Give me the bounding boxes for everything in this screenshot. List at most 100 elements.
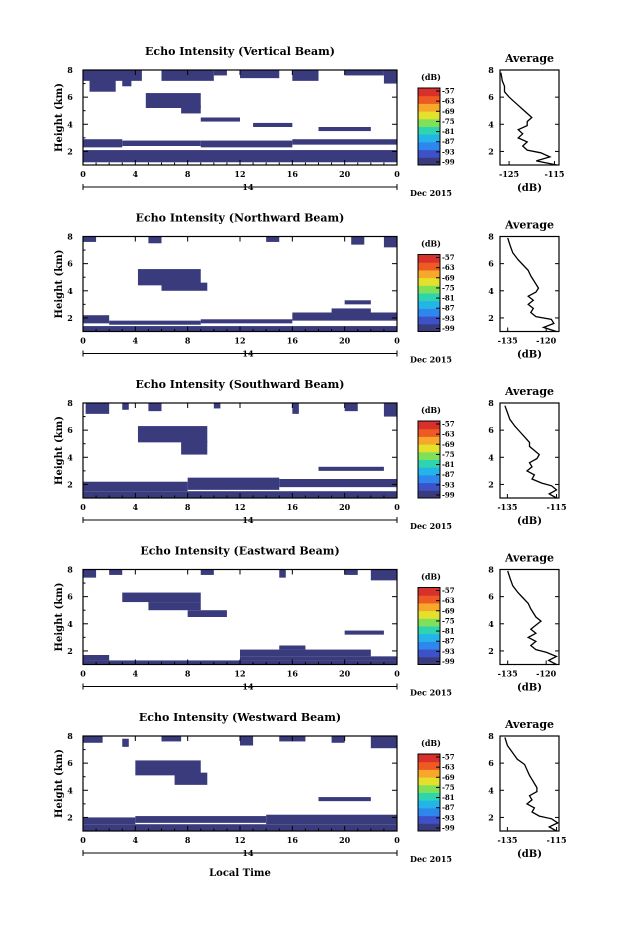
heatmap-cell bbox=[148, 236, 162, 244]
heatmap-cell bbox=[213, 403, 221, 409]
colorbar-tick-label: -99 bbox=[442, 824, 455, 833]
x-tick-label: 12 bbox=[234, 669, 245, 679]
heatmap-cell bbox=[292, 403, 299, 414]
average-y-tick-label: 4 bbox=[488, 619, 494, 629]
colorbar-segment bbox=[418, 641, 440, 650]
y-tick-label: 2 bbox=[67, 646, 73, 656]
colorbar-segment bbox=[418, 308, 440, 317]
colorbar-segment bbox=[418, 792, 440, 801]
average-frame bbox=[499, 735, 560, 832]
colorbar-segment bbox=[418, 777, 440, 786]
average-title: Average bbox=[504, 552, 554, 565]
colorbar-segment bbox=[418, 474, 440, 484]
colorbar-tick-label: -81 bbox=[442, 294, 455, 303]
colorbar-tick-label: -75 bbox=[442, 616, 455, 625]
date-label: Dec 2015 bbox=[410, 355, 452, 365]
heatmap-cell bbox=[187, 477, 280, 490]
heatmap-cell bbox=[109, 320, 201, 325]
heatmap-cell bbox=[122, 403, 129, 410]
colorbar-segment bbox=[418, 633, 440, 642]
heatmap-cell bbox=[83, 139, 123, 148]
y-tick-label: 2 bbox=[67, 812, 73, 822]
colorbar-segment bbox=[418, 421, 440, 430]
colorbar-segment bbox=[418, 823, 440, 832]
heatmap-cell bbox=[344, 630, 384, 635]
colorbar-segment bbox=[418, 111, 440, 120]
average-x-label: (dB) bbox=[517, 849, 542, 860]
colorbar-segment bbox=[418, 459, 440, 468]
colorbar-segment bbox=[418, 769, 440, 778]
heatmap-cell bbox=[331, 308, 371, 313]
average-x-tick-label: -135 bbox=[498, 336, 518, 346]
average-frame bbox=[499, 568, 560, 666]
x-tick-label: 0 bbox=[80, 669, 86, 679]
x-tick-label: 4 bbox=[133, 835, 139, 845]
heatmap-cell bbox=[145, 93, 201, 108]
x-tick-label: 12 bbox=[234, 169, 245, 179]
colorbar-tick-label: -63 bbox=[442, 97, 455, 106]
heatmap-cells bbox=[83, 403, 397, 498]
x-tick-label: 4 bbox=[133, 669, 139, 679]
day-label: 14 bbox=[242, 182, 254, 192]
colorbar-unit: (dB) bbox=[421, 72, 441, 82]
date-label: Dec 2015 bbox=[410, 521, 452, 531]
heatmap-cell bbox=[83, 481, 188, 492]
heatmap-cell bbox=[148, 602, 201, 611]
average-x-tick-label: -135 bbox=[497, 835, 517, 845]
colorbar-segment bbox=[418, 649, 440, 658]
date-label: Dec 2015 bbox=[410, 854, 452, 864]
colorbar-tick-label: -87 bbox=[442, 137, 455, 146]
average-y-tick-label: 2 bbox=[488, 646, 494, 656]
y-tick-label: 6 bbox=[67, 259, 73, 269]
average-x-tick-label: -115 bbox=[547, 502, 567, 512]
colorbar-segment bbox=[418, 618, 440, 627]
y-tick-label: 4 bbox=[67, 619, 73, 629]
colorbar-segment bbox=[418, 610, 440, 619]
x-tick-label: 0 bbox=[394, 502, 400, 512]
x-tick-label: 16 bbox=[287, 502, 299, 512]
x-tick-label: 0 bbox=[394, 169, 400, 179]
colorbar-segment bbox=[418, 300, 440, 309]
average-x-label: (dB) bbox=[517, 183, 542, 194]
colorbar-segment bbox=[418, 626, 440, 635]
colorbar-segment bbox=[418, 141, 440, 151]
average-title: Average bbox=[504, 52, 554, 65]
average-x-label: (dB) bbox=[517, 350, 542, 361]
colorbar-segment bbox=[418, 254, 440, 263]
colorbar-segment bbox=[418, 293, 440, 302]
colorbar-tick-label: -87 bbox=[442, 803, 455, 812]
colorbar-unit: (dB) bbox=[421, 572, 441, 582]
x-tick-label: 0 bbox=[80, 336, 86, 346]
colorbar-frame bbox=[417, 420, 441, 499]
colorbar-segment bbox=[418, 754, 440, 763]
average-x-tick-label: -135 bbox=[497, 502, 517, 512]
heatmap-cell bbox=[344, 300, 371, 305]
x-tick-label: 0 bbox=[394, 336, 400, 346]
heatmap-cell bbox=[135, 760, 201, 776]
colorbar-tick-label: -63 bbox=[442, 430, 455, 439]
x-tick-label: 0 bbox=[80, 169, 86, 179]
panel-3: Echo Intensity (Southward Beam)0 4 8 12 16 20… bbox=[54, 378, 567, 531]
heatmap-cell bbox=[200, 569, 214, 575]
date-label: Dec 2015 bbox=[410, 688, 452, 698]
heatmap-cell bbox=[83, 236, 97, 242]
colorbar-segment bbox=[418, 285, 440, 294]
average-x-tick-label: -115 bbox=[544, 169, 564, 179]
heatmap-cell bbox=[161, 736, 182, 742]
colorbar-segment bbox=[418, 262, 440, 271]
heatmap-cell bbox=[161, 282, 208, 291]
colorbar-segment bbox=[418, 126, 440, 135]
panel-title: Echo Intensity (Northward Beam) bbox=[136, 212, 345, 225]
panel-title: Echo Intensity (Vertical Beam) bbox=[145, 45, 335, 58]
average-y-tick-label: 2 bbox=[488, 313, 494, 323]
y-tick-label: 6 bbox=[67, 425, 73, 435]
date-label: Dec 2015 bbox=[410, 188, 452, 198]
average-title: Average bbox=[504, 219, 554, 232]
heatmap-cell bbox=[240, 649, 371, 657]
day-label: 14 bbox=[242, 349, 254, 359]
average-x-tick-label: -115 bbox=[547, 835, 567, 845]
colorbar-frame bbox=[417, 587, 441, 665]
heatmap-cell bbox=[122, 738, 129, 747]
x-tick-label: 20 bbox=[339, 169, 351, 179]
average-y-tick-label: 2 bbox=[488, 146, 494, 156]
